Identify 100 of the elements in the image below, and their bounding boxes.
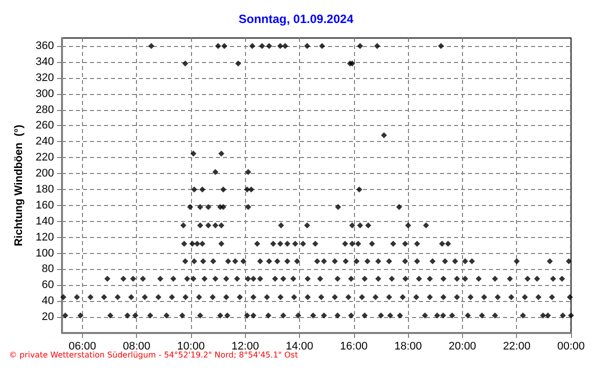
- point: [438, 42, 444, 49]
- point: [544, 312, 551, 318]
- point: [265, 312, 272, 318]
- point: [266, 42, 272, 49]
- point: [560, 312, 566, 318]
- point: [245, 204, 252, 210]
- point: [514, 258, 520, 264]
- y-tick-label: 100: [36, 247, 54, 260]
- y-tick-label: 300: [36, 88, 54, 100]
- point: [180, 222, 186, 228]
- point: [318, 294, 324, 300]
- point: [223, 276, 230, 282]
- point: [422, 312, 428, 318]
- point: [334, 276, 341, 282]
- point: [148, 42, 154, 49]
- point: [402, 258, 408, 264]
- point: [244, 312, 250, 318]
- point: [205, 222, 212, 228]
- point: [462, 258, 468, 264]
- point: [245, 168, 252, 175]
- point: [349, 222, 356, 228]
- point: [452, 258, 458, 264]
- point: [304, 42, 310, 49]
- point: [540, 312, 546, 318]
- point: [164, 312, 170, 318]
- point: [282, 42, 288, 49]
- point: [210, 294, 216, 300]
- point: [372, 294, 379, 300]
- point: [291, 294, 298, 300]
- x-tick-label: 20:00: [448, 340, 476, 352]
- point: [187, 204, 194, 210]
- point: [362, 312, 368, 318]
- point: [349, 240, 356, 247]
- point: [277, 42, 284, 49]
- point: [317, 276, 324, 282]
- point: [202, 276, 208, 282]
- point: [257, 258, 264, 264]
- y-tick-label: 280: [36, 104, 54, 116]
- point: [310, 312, 316, 318]
- point: [354, 258, 360, 264]
- point: [114, 294, 121, 300]
- point: [348, 276, 354, 282]
- point: [423, 222, 430, 228]
- x-tick-label: 22:00: [502, 340, 530, 352]
- point: [440, 294, 446, 300]
- point: [218, 150, 224, 157]
- point: [522, 294, 528, 300]
- point: [191, 186, 198, 192]
- point: [217, 312, 224, 318]
- point: [364, 258, 370, 264]
- point: [402, 240, 408, 247]
- point: [439, 240, 446, 247]
- point: [181, 240, 188, 247]
- point: [170, 276, 176, 282]
- point: [375, 276, 382, 282]
- point: [304, 294, 311, 300]
- point: [342, 258, 349, 264]
- point: [335, 204, 342, 210]
- point: [191, 258, 198, 264]
- point: [278, 222, 284, 228]
- x-tick-label: 12:00: [231, 340, 260, 352]
- point: [218, 240, 224, 247]
- point: [234, 276, 240, 282]
- point: [277, 240, 284, 247]
- point: [280, 312, 286, 318]
- point: [240, 258, 246, 264]
- point: [386, 258, 392, 264]
- y-tick-label: 180: [36, 183, 54, 196]
- point: [244, 276, 251, 282]
- point: [223, 294, 230, 300]
- point: [266, 258, 272, 264]
- point: [304, 222, 310, 228]
- point: [550, 276, 556, 282]
- point: [295, 312, 302, 318]
- point: [386, 294, 392, 300]
- point: [357, 42, 364, 49]
- point: [430, 258, 436, 264]
- point: [546, 258, 553, 264]
- point: [249, 42, 256, 49]
- point: [199, 240, 206, 247]
- point: [319, 42, 326, 49]
- point: [197, 204, 204, 210]
- point: [278, 294, 284, 300]
- point: [462, 276, 468, 282]
- point: [194, 240, 200, 247]
- point: [235, 60, 242, 67]
- point: [190, 150, 196, 157]
- point: [416, 276, 422, 282]
- point: [568, 312, 574, 318]
- y-tick-label: 120: [36, 231, 54, 244]
- point: [224, 312, 230, 318]
- point: [369, 240, 376, 247]
- point: [197, 222, 204, 228]
- y-tick-label: 220: [36, 152, 54, 164]
- point: [524, 276, 531, 282]
- x-tick-label: 08:00: [122, 340, 150, 352]
- point: [107, 312, 114, 318]
- point: [270, 240, 276, 247]
- point: [492, 312, 498, 318]
- point: [284, 258, 290, 264]
